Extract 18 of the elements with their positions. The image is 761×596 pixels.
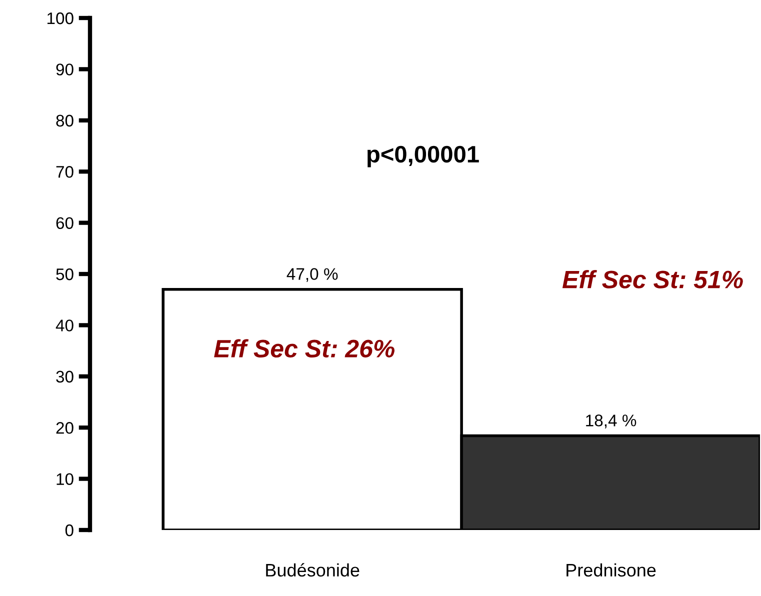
y-tick-label: 90 xyxy=(56,64,74,76)
annotation: p<0,00001 xyxy=(368,146,479,168)
x-tick-label: Budésonide xyxy=(266,563,360,577)
y-tick-label: 70 xyxy=(56,166,74,178)
y-tick-label: 10 xyxy=(56,473,74,486)
y-tick-label: 40 xyxy=(56,320,74,332)
annotation: Eff Sec St: 51% xyxy=(562,270,743,288)
y-tick-label: 100 xyxy=(47,12,74,24)
y-tick-label: 30 xyxy=(56,370,74,383)
y-tick-label: 20 xyxy=(56,422,74,434)
x-tick-label: Prednisone xyxy=(566,563,656,577)
data-label: 18,4 % xyxy=(586,414,636,428)
y-tick-label: 60 xyxy=(56,217,74,230)
data-label: 47,0 % xyxy=(286,268,338,282)
y-tick-label: 0 xyxy=(65,524,74,536)
annotation: Eff Sec St: 26% xyxy=(214,339,394,358)
y-tick-label: 80 xyxy=(56,114,74,127)
y-tick-label: 50 xyxy=(56,268,74,280)
